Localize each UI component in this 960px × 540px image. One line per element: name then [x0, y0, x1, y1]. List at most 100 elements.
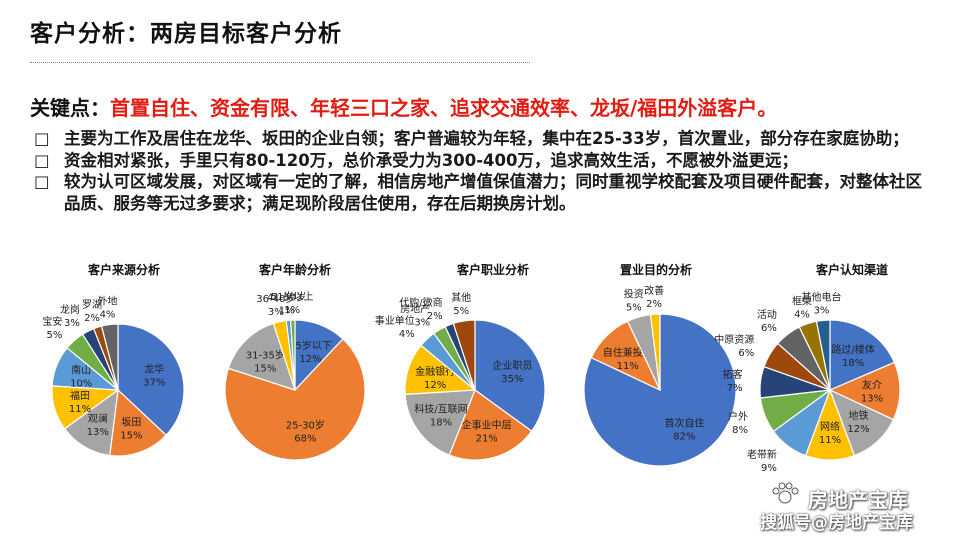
slice-label: 龙岗 [60, 303, 80, 316]
bullet-item: □ 主要为工作及居住在龙华、坂田的企业白领；客户普遍较为年轻，集中在25-33岁… [34, 128, 934, 150]
slice-label: 外地 [98, 295, 118, 308]
pie-chart-customer-source: 客户来源分析 龙华 37% 坂田 15% 观澜 13% 福田 11% 南山 10% 宝安 5% 龙岗 3% 罗… [0, 262, 210, 502]
slice-value: 11% [69, 404, 91, 415]
slice-value: 4% [399, 329, 415, 340]
slice-label: 地铁 [849, 409, 869, 422]
slice-label: 事业单位 [375, 314, 415, 327]
slice-label: 41-50岁 [267, 290, 306, 303]
slice-value: 2% [427, 311, 443, 322]
pie-slice [100, 323, 119, 391]
slice-value: 4% [100, 310, 116, 321]
slice-value: 2% [646, 299, 662, 310]
slice-label: 31-35岁 [246, 348, 285, 361]
slice-value: 6% [738, 348, 754, 359]
key-points-label: 关键点： [30, 96, 110, 120]
pie-chart-customer-occupation: 客户职业分析 企业职员 35% 企事业中层 21% 科技/互联网 18% 金融银行 12% 事业单… [365, 262, 575, 502]
pie-slice [448, 389, 533, 461]
key-points: 关键点：首置自住、资金有限、年轻三口之家、追求交通效率、龙坂/福田外溢客户。 [30, 92, 777, 121]
watermark-source: 搜狐号@房地产宝库 [760, 513, 913, 533]
slice-value: 12% [424, 380, 446, 391]
chart-title: 客户认知渠道 [815, 262, 888, 277]
slice-value: 35% [501, 374, 523, 385]
slice-label: 改善 [644, 284, 664, 297]
slice-label: 企事业中层 [462, 418, 512, 431]
slice-value: 15% [254, 363, 276, 374]
slice-value: 5% [453, 306, 469, 317]
slice-value: 3% [268, 307, 284, 318]
slice-value: 12% [299, 354, 321, 365]
pie-slice [404, 389, 476, 456]
slice-label: 观澜 [88, 413, 108, 425]
pie-chart-awareness-channel: 客户认知渠道 路过/楼体 18% 友介 13% 地铁 12% 网络 11% 老带新 9% 户外 8% 拓客… [712, 262, 952, 502]
slice-value: 5% [47, 330, 63, 341]
slice-value: 2% [84, 313, 100, 324]
pie-slice [828, 361, 901, 421]
checkbox-glyph: □ [34, 172, 50, 191]
slice-value: 13% [861, 394, 883, 405]
title-divider [30, 62, 530, 63]
bullet-text: 较为认可区域发展，对区域有一定的了解，相信房地产增值保值潜力；同时重视学校配套及… [64, 172, 922, 213]
slice-label: 房地产 [400, 302, 430, 315]
slice-value: 4% [794, 310, 810, 321]
key-points-text: 首置自住、资金有限、年轻三口之家、追求交通效率、龙坂/福田外溢客户。 [110, 96, 778, 120]
pie-slice [474, 319, 546, 432]
slice-label: 网络 [820, 420, 840, 433]
slice-value: 3% [64, 318, 80, 329]
slice-value: 12% [847, 424, 869, 435]
slice-label: 企业职员 [492, 359, 532, 372]
slice-label: 中原资源 [714, 333, 754, 346]
slice-label: 活动 [757, 309, 777, 321]
pie-chart-purchase-purpose: 置业目的分析 首次自住 82% 自住兼投资 11% 投资 5% 改善 2% [560, 262, 760, 502]
slice-value: 8% [732, 425, 748, 436]
watermark-text: 房地产宝库 [808, 488, 908, 512]
pie-chart-customer-age: 客户年龄分析 25岁以下 12% 25-30岁 68% 31-35岁 15% 36-40岁 3%… [195, 262, 380, 502]
bullet-list: □ 主要为工作及居住在龙华、坂田的企业白领；客户普遍较为年轻，集中在25-33岁… [34, 128, 934, 214]
slice-value: 18% [430, 418, 452, 429]
slice-label: 户外 [728, 410, 748, 423]
bullet-item: □ 资金相对紧张，手里只有80-120万，总价承受力为300-400万，追求高效… [34, 150, 934, 172]
slice-value: 13% [87, 427, 109, 438]
slice-label: 罗湖 [82, 299, 102, 311]
slice-value: 68% [294, 434, 316, 445]
slice-label: 龙华 [144, 362, 164, 375]
pie-slice [289, 319, 296, 391]
watermark-paw-icon [772, 482, 799, 504]
slice-label: 其他电台 [802, 290, 842, 303]
chart-title: 客户来源分析 [87, 262, 160, 277]
pie-slice [815, 319, 831, 391]
slice-value: 5% [626, 303, 642, 314]
slice-label: 福田 [70, 389, 90, 402]
chart-title: 客户年龄分析 [258, 262, 331, 277]
pie-slice [829, 319, 896, 391]
slice-label: 首次自住 [664, 417, 704, 430]
slice-value: 1% [279, 305, 295, 316]
page-title: 客户分析：两房目标客户分析 [30, 21, 342, 47]
bullet-text: 主要为工作及居住在龙华、坂田的企业白领；客户普遍较为年轻，集中在25-33岁，首… [64, 129, 909, 148]
slice-label: 代购/微商 [399, 296, 442, 309]
pie-slice [649, 313, 661, 391]
slice-value: 9% [761, 463, 777, 474]
slice-value: 82% [673, 432, 695, 443]
pie-slice [452, 319, 476, 391]
slice-label: 金融银行 [415, 365, 455, 378]
slice-label: 投资 [624, 288, 644, 301]
pie-slice [224, 338, 366, 461]
slice-value: 37% [143, 377, 165, 388]
slice-value: 6% [761, 323, 777, 334]
chart-title: 客户职业分析 [456, 262, 529, 277]
slice-label: 51岁以上 [271, 290, 314, 303]
checkbox-glyph: □ [34, 129, 50, 148]
slice-label: 老带新 [747, 448, 777, 461]
checkbox-glyph: □ [34, 150, 50, 170]
bullet-text: 资金相对紧张，手里只有80-120万，总价承受力为300-400万，追求高效生活… [64, 150, 798, 170]
slice-label: 25-30岁 [286, 419, 325, 432]
slice-value: 7% [727, 383, 743, 394]
slice-value: 3% [814, 305, 830, 316]
slice-value: 11% [617, 361, 639, 372]
chart-title: 置业目的分析 [620, 262, 692, 277]
slice-label: 其他 [451, 291, 471, 304]
slice-label: 宝安 [42, 315, 62, 328]
slice-value: 15% [120, 430, 142, 441]
